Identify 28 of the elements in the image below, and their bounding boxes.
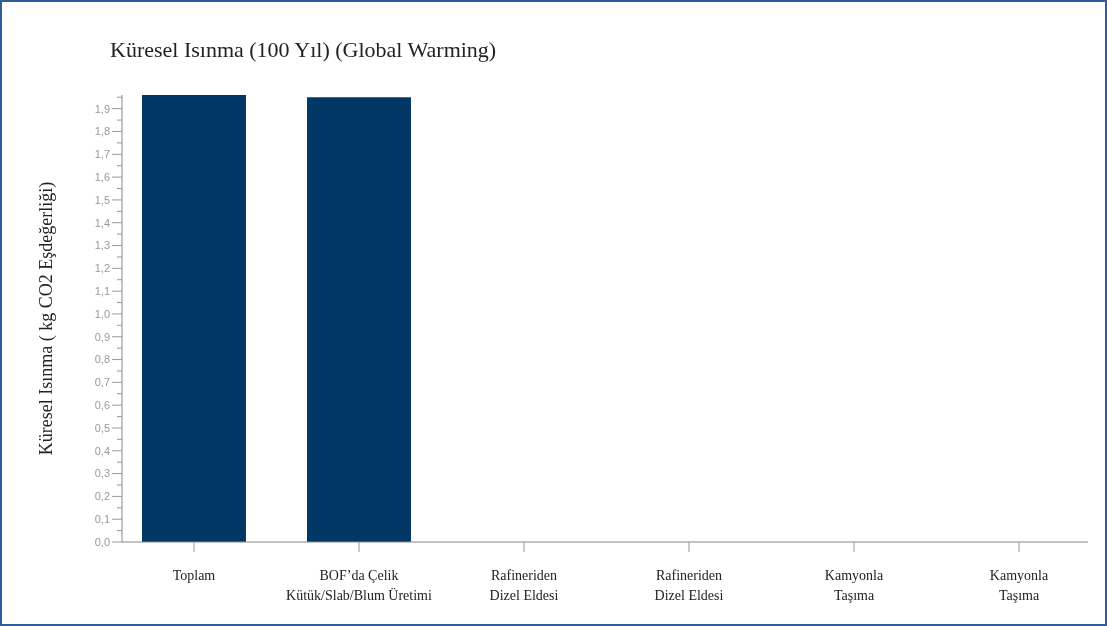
y-tick-label: 0,0 — [94, 535, 110, 548]
y-tick-label: 1,2 — [94, 262, 110, 275]
y-tick-label: 0,3 — [94, 467, 110, 480]
y-tick-label: 0,9 — [94, 330, 110, 343]
x-tick-label: Rafineriden Dizel Eldesi — [489, 568, 559, 603]
y-tick-label: 1,7 — [94, 148, 110, 161]
y-tick-label: 0,6 — [94, 399, 110, 412]
y-tick-label: 0,4 — [94, 444, 110, 457]
y-tick-label: 1,8 — [94, 125, 110, 138]
y-tick-label: 0,2 — [94, 490, 110, 503]
y-tick-label: 1,4 — [94, 216, 110, 229]
y-tick-label: 1,9 — [94, 102, 110, 115]
y-tick-label: 0,5 — [94, 421, 110, 434]
y-tick-label: 1,1 — [94, 284, 110, 297]
y-tick-label: 0,8 — [94, 353, 110, 366]
y-tick-label: 0,7 — [94, 376, 110, 389]
chart-title: Küresel Isınma (100 Yıl) (Global Warming) — [110, 37, 497, 62]
y-axis-title: Küresel Isınma ( kg CO2 Eşdeğerliği) — [36, 181, 57, 456]
y-tick-label: 1,0 — [94, 307, 110, 320]
y-tick-label: 0,1 — [94, 513, 110, 526]
y-tick-label: 1,5 — [94, 193, 110, 206]
x-tick-label: Kamyonla Taşıma — [989, 568, 1049, 603]
y-tick-label: 1,3 — [94, 239, 110, 252]
y-tick-label: 1,6 — [94, 170, 110, 183]
x-tick-label: Toplam — [172, 568, 216, 583]
x-tick-label: Rafineriden Dizel Eldesi — [654, 568, 724, 603]
x-tick-label: Kamyonla Taşıma — [824, 568, 884, 603]
x-tick-label: BOF’da Çelik Kütük/Slab/Blum Üretimi — [286, 568, 433, 603]
